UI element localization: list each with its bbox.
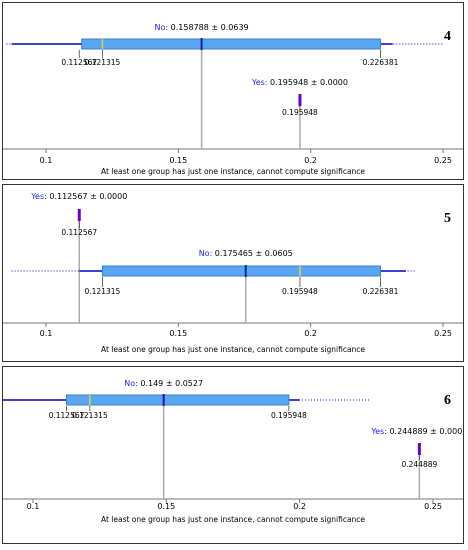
panel-number: 4 [444, 29, 451, 44]
group-stats: 0.158788 ± 0.0639 [168, 23, 249, 32]
group-label: No: 0.149 ± 0.0527 [124, 379, 203, 388]
value-label: 0.121315 [72, 411, 108, 420]
group-label: No: 0.158788 ± 0.0639 [155, 23, 249, 32]
value-label: 0.121315 [85, 58, 121, 67]
value-label: 0.244889 [401, 460, 437, 469]
group-label: No: 0.175465 ± 0.0605 [199, 249, 293, 258]
value-label: 0.112567 [61, 228, 97, 237]
chart-panel-4: 4 0.1 0.15 0.2 0.25 At least one group has j… [2, 2, 464, 180]
value-label: 0.112567 [61, 58, 97, 67]
x-tick-label: 0.15 [169, 156, 187, 165]
group-name: No: [124, 379, 138, 388]
iqr-box [66, 394, 290, 406]
group-stats: 0.149 ± 0.0527 [138, 379, 203, 388]
x-tick-label: 0.25 [424, 502, 442, 511]
value-label: 0.226381 [363, 287, 399, 296]
chart-svg: 0.1 0.15 0.2 0.25 At least one group has jus… [3, 192, 463, 354]
x-tick-label: 0.25 [434, 329, 452, 338]
group-name: Yes: [370, 427, 387, 436]
group-name: No: [199, 249, 213, 258]
panel-number: 6 [444, 393, 451, 408]
group-stats: 0.244889 ± 0.0000 [387, 427, 463, 436]
chart-svg: 0.1 0.15 0.2 0.25 At least one group has jus… [3, 379, 463, 524]
group-name: Yes: [251, 78, 268, 87]
x-tick-label: 0.2 [304, 156, 317, 165]
chart-panel-5: 5 0.1 0.15 0.2 0.25 At least one group has j… [2, 184, 464, 362]
x-tick-label: 0.1 [27, 502, 40, 511]
group-label: Yes: 0.195948 ± 0.0000 [251, 78, 348, 87]
x-tick-label: 0.1 [40, 329, 53, 338]
group-name: No: [155, 23, 169, 32]
group-label: Yes: 0.112567 ± 0.0000 [30, 192, 127, 201]
significance-note: At least one group has just one instance… [101, 167, 365, 176]
group-stats: 0.175465 ± 0.0605 [212, 249, 293, 258]
significance-note: At least one group has just one instance… [101, 515, 365, 524]
chart-panel-6: 6 0.1 0.15 0.2 0.25 At least one group has j… [2, 366, 464, 544]
significance-note: At least one group has just one instance… [101, 345, 365, 354]
panel-number: 5 [444, 211, 451, 226]
iqr-box [81, 38, 381, 50]
chart-svg: 0.1 0.15 0.2 0.25 At least one group has jus… [3, 23, 463, 176]
value-label: 0.195948 [271, 411, 307, 420]
value-label: 0.195948 [282, 287, 318, 296]
x-tick-label: 0.15 [169, 329, 187, 338]
x-tick-label: 0.1 [40, 156, 53, 165]
group-label: Yes: 0.244889 ± 0.0000 [370, 427, 463, 436]
value-label: 0.195948 [282, 108, 318, 117]
group-stats: 0.195948 ± 0.0000 [267, 78, 348, 87]
value-label: 0.112567 [49, 411, 85, 420]
x-tick-label: 0.25 [434, 156, 452, 165]
x-tick-label: 0.2 [293, 502, 306, 511]
value-label: 0.226381 [363, 58, 399, 67]
x-tick-label: 0.2 [304, 329, 317, 338]
group-name: Yes: [30, 192, 47, 201]
group-stats: 0.112567 ± 0.0000 [47, 192, 128, 201]
x-tick-label: 0.15 [157, 502, 175, 511]
iqr-box [101, 265, 381, 277]
value-label: 0.121315 [85, 287, 121, 296]
